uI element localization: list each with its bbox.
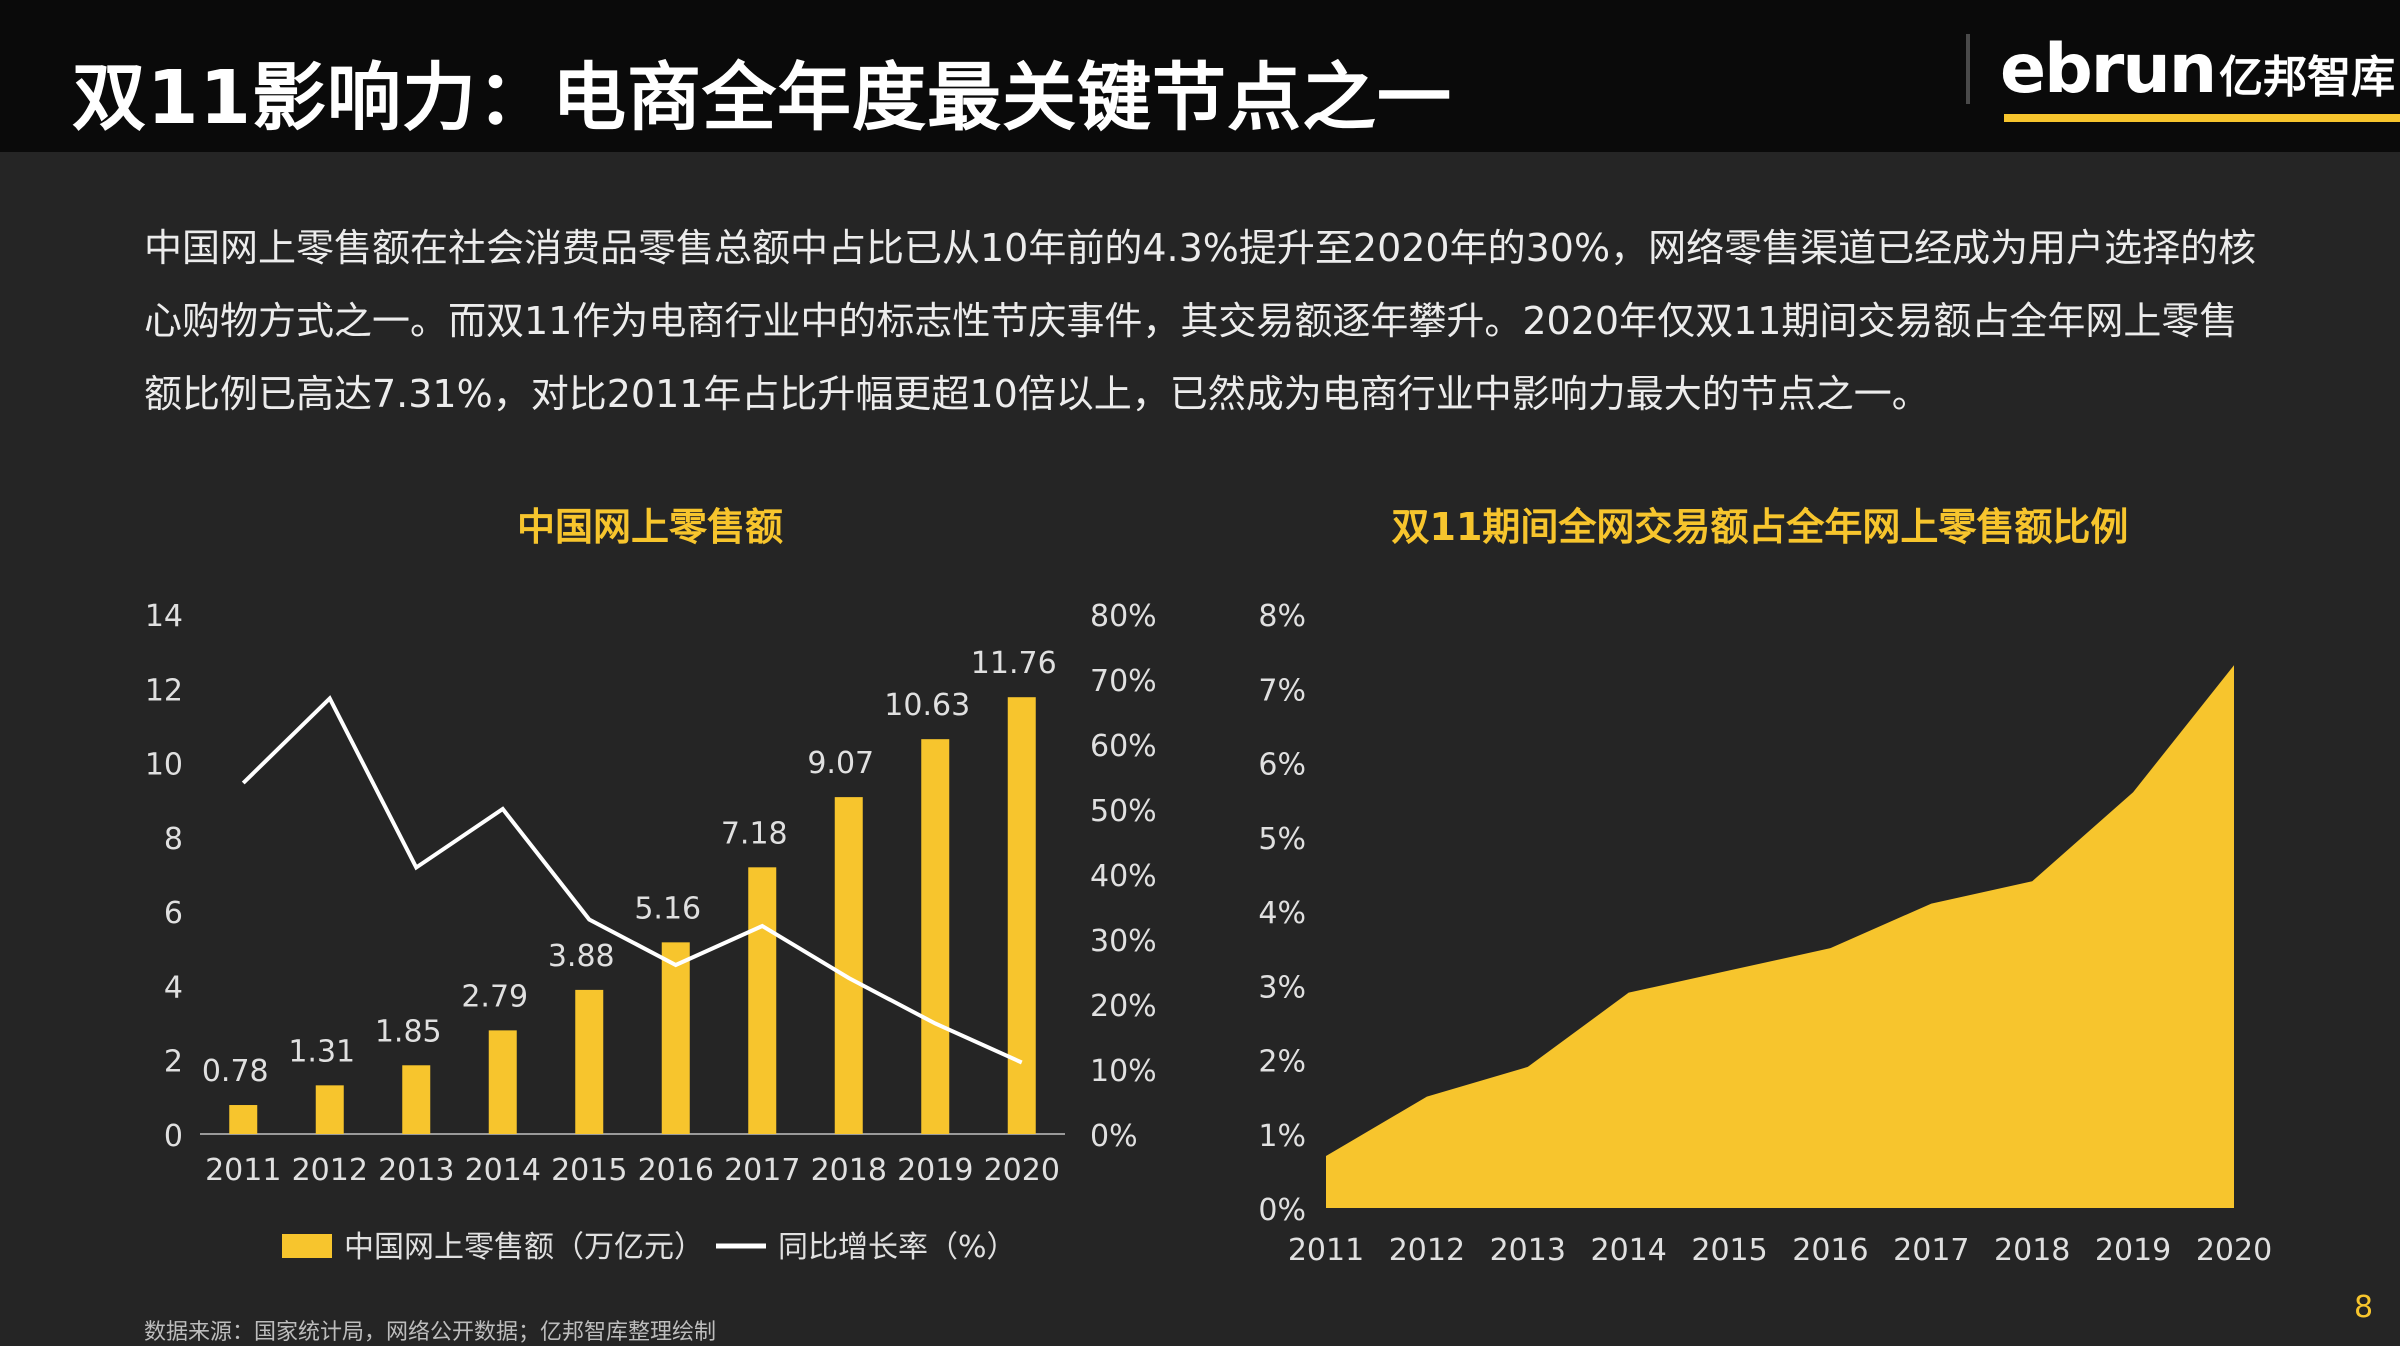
- y-tick-label: 0%: [1258, 1193, 1306, 1228]
- y-tick-label: 3%: [1258, 970, 1306, 1005]
- y-tick-label: 7%: [1258, 673, 1306, 708]
- x-tick-label: 2013: [1490, 1233, 1566, 1268]
- y-tick-label: 2%: [1258, 1045, 1306, 1080]
- x-tick-label: 2015: [1691, 1233, 1767, 1268]
- data-source-note: 数据来源：国家统计局，网络公开数据；亿邦智库整理绘制: [144, 1314, 716, 1346]
- y-tick-label: 8%: [1258, 599, 1306, 634]
- x-tick-label: 2018: [1994, 1233, 2070, 1268]
- x-tick-label: 2012: [1389, 1233, 1465, 1268]
- share-area: [1326, 665, 2234, 1208]
- x-tick-label: 2019: [2095, 1233, 2171, 1268]
- x-tick-label: 2020: [2196, 1233, 2272, 1268]
- y-tick-label: 1%: [1258, 1119, 1306, 1154]
- page-number: 8: [2354, 1290, 2373, 1325]
- x-tick-label: 2011: [1288, 1233, 1364, 1268]
- x-tick-label: 2017: [1893, 1233, 1969, 1268]
- x-tick-label: 2014: [1590, 1233, 1666, 1268]
- x-tick-label: 2016: [1792, 1233, 1868, 1268]
- y-tick-label: 6%: [1258, 748, 1306, 783]
- y-tick-label: 5%: [1258, 822, 1306, 857]
- y-tick-label: 4%: [1258, 896, 1306, 931]
